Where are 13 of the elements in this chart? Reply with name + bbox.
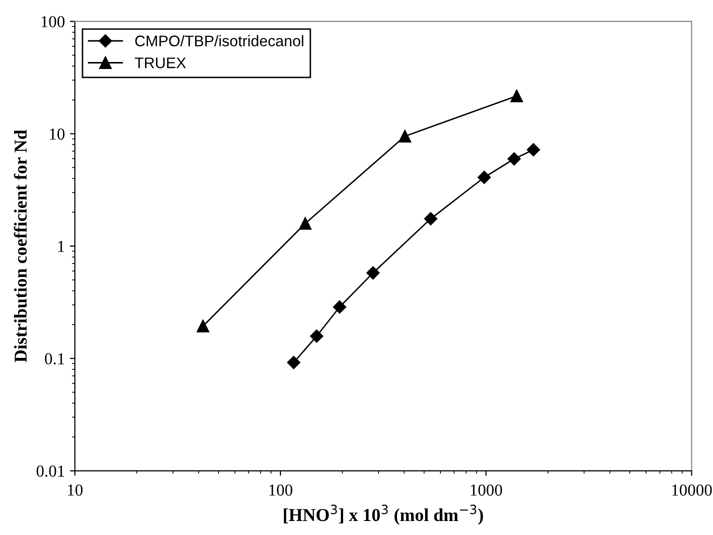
y-tick-label: 100 (42, 16, 65, 28)
legend-label: TRUEX (134, 58, 186, 68)
y-tick-label: 1 (58, 240, 64, 252)
y-tick-label: 0.01 (36, 466, 64, 477)
y-axis-title: Distribution coefficient for Nd (14, 130, 27, 362)
x-tick-label: 10000 (672, 484, 712, 496)
x-axis-title: [HNO$^{3}$] x 10$^{3}$ (mol dm$^{−3}$) (284, 504, 483, 525)
legend-label: CMPO/TBP/isotridecanol (135, 35, 304, 46)
x-tick-label: 100 (269, 484, 292, 496)
x-tick-label: 10 (68, 484, 83, 496)
x-tick-label: 1000 (470, 484, 502, 496)
y-tick-label: 10 (50, 128, 65, 140)
y-tick-label: 0.1 (44, 353, 64, 364)
